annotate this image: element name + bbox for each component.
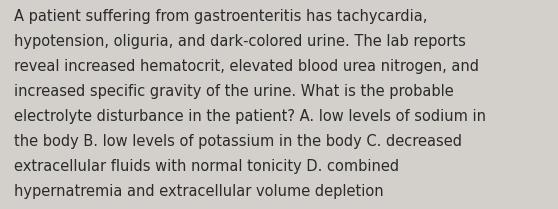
Text: hypotension, oliguria, and dark-colored urine. The lab reports: hypotension, oliguria, and dark-colored … — [14, 34, 466, 49]
Text: A patient suffering from gastroenteritis has tachycardia,: A patient suffering from gastroenteritis… — [14, 9, 427, 24]
Text: increased specific gravity of the urine. What is the probable: increased specific gravity of the urine.… — [14, 84, 454, 99]
Text: electrolyte disturbance in the patient? A. low levels of sodium in: electrolyte disturbance in the patient? … — [14, 109, 486, 124]
Text: reveal increased hematocrit, elevated blood urea nitrogen, and: reveal increased hematocrit, elevated bl… — [14, 59, 479, 74]
Text: the body B. low levels of potassium in the body C. decreased: the body B. low levels of potassium in t… — [14, 134, 462, 149]
Text: extracellular fluids with normal tonicity D. combined: extracellular fluids with normal tonicit… — [14, 159, 399, 174]
Text: hypernatremia and extracellular volume depletion: hypernatremia and extracellular volume d… — [14, 184, 383, 199]
